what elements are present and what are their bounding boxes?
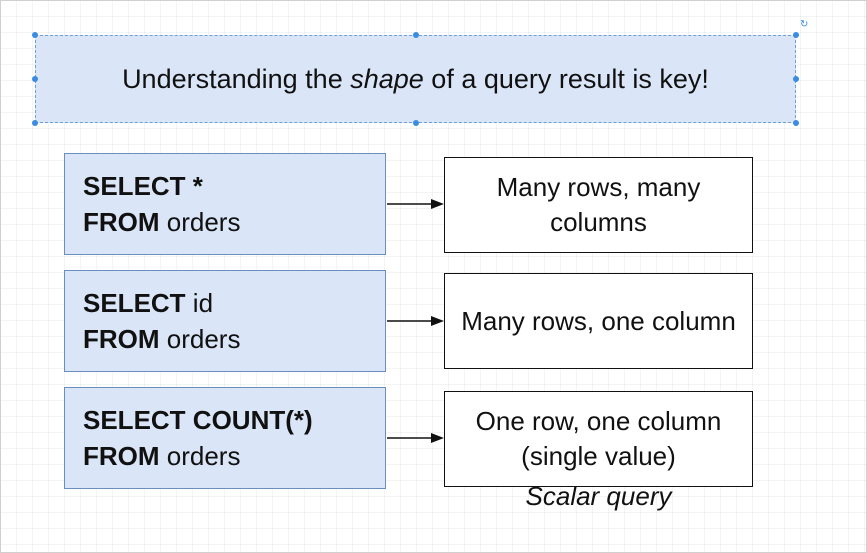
scalar-query-caption: Scalar query [525,481,672,511]
title-text-after: of a query result is key! [423,63,709,94]
arrow-connector-2 [387,316,444,326]
sql-table-name: orders [159,441,241,471]
query-line-2: FROM orders [83,321,385,357]
query-box-select-all[interactable]: SELECT * FROM orders [64,153,386,255]
selection-handle-se[interactable] [793,120,799,126]
result-box-many-rows-one-column[interactable]: Many rows, one column [444,273,753,369]
result-box-one-row-one-column[interactable]: One row, one column (single value) [444,391,753,487]
sql-column-name: id [185,288,214,318]
title-box[interactable]: Understanding the shape of a query resul… [35,35,796,123]
sql-star: * [185,171,203,201]
title-emphasis: shape [350,63,424,94]
query-line-2: FROM orders [83,204,385,240]
selection-handle-n[interactable] [413,32,419,38]
sql-keyword: SELECT COUNT(*) [83,405,313,435]
selection-handle-sw[interactable] [32,120,38,126]
result-text: Many rows, many columns [496,172,701,237]
query-line-1: SELECT * [83,168,385,204]
sql-table-name: orders [159,207,241,237]
arrow-connector-3 [387,433,444,443]
query-box-select-id[interactable]: SELECT id FROM orders [64,270,386,372]
selection-handle-w[interactable] [32,76,38,82]
selection-handle-e[interactable] [793,76,799,82]
title-text-before: Understanding the [122,63,351,94]
sql-keyword: FROM [83,441,160,471]
sql-keyword: SELECT [83,288,186,318]
rotate-handle-icon[interactable]: ↻ [800,19,809,30]
title-text: Understanding the shape of a query resul… [122,64,709,95]
sql-table-name: orders [159,324,241,354]
query-line-2: FROM orders [83,438,385,474]
sql-keyword: FROM [83,207,160,237]
selection-handle-s[interactable] [413,120,419,126]
sql-keyword: FROM [83,324,160,354]
result-text: Many rows, one column [461,305,736,336]
result-text: One row, one column (single value) [475,406,722,471]
query-box-select-count[interactable]: SELECT COUNT(*) FROM orders [64,387,386,489]
selection-handle-ne[interactable] [793,32,799,38]
query-line-1: SELECT id [83,285,385,321]
selection-handle-nw[interactable] [32,32,38,38]
result-box-many-rows-many-columns[interactable]: Many rows, many columns [444,157,753,253]
query-line-1: SELECT COUNT(*) [83,402,385,438]
sql-keyword: SELECT [83,171,186,201]
arrow-connector-1 [387,199,444,209]
